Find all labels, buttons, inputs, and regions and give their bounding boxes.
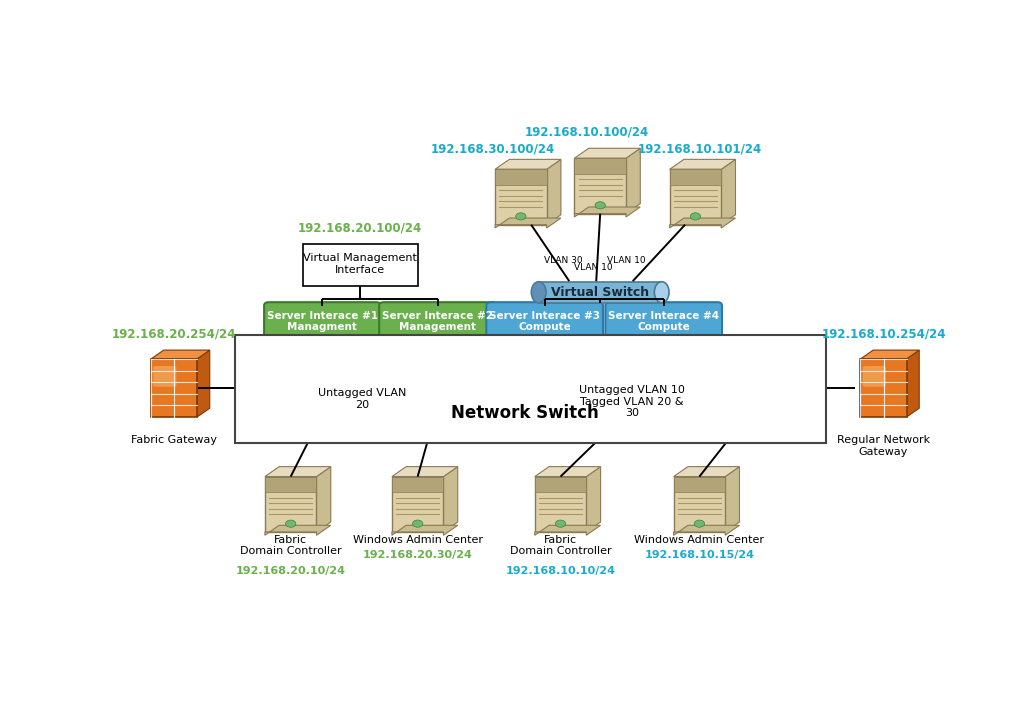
Bar xyxy=(299,385,326,403)
Bar xyxy=(265,477,316,492)
Bar xyxy=(591,385,617,403)
Polygon shape xyxy=(535,526,601,535)
Polygon shape xyxy=(670,218,735,228)
Polygon shape xyxy=(197,350,210,417)
Polygon shape xyxy=(721,160,735,225)
Polygon shape xyxy=(316,467,331,532)
Polygon shape xyxy=(265,526,331,535)
Text: VLAN 10: VLAN 10 xyxy=(573,263,612,273)
Polygon shape xyxy=(574,207,640,217)
FancyBboxPatch shape xyxy=(862,366,886,387)
Text: 192.168.20.30/24: 192.168.20.30/24 xyxy=(362,550,473,560)
Bar xyxy=(535,477,587,492)
Polygon shape xyxy=(392,526,458,535)
Circle shape xyxy=(286,520,296,527)
Polygon shape xyxy=(151,350,210,359)
Text: Server Interace #4
Compute: Server Interace #4 Compute xyxy=(608,311,719,332)
Polygon shape xyxy=(674,526,739,535)
Circle shape xyxy=(595,202,605,209)
Text: Fabric
Domain Controller: Fabric Domain Controller xyxy=(240,535,341,557)
Bar xyxy=(674,477,725,532)
Polygon shape xyxy=(535,467,601,477)
Polygon shape xyxy=(265,467,331,477)
Text: Server Interace #2
Management: Server Interace #2 Management xyxy=(382,311,493,332)
Text: Fabric Gateway: Fabric Gateway xyxy=(131,435,217,445)
Text: 192.168.20.254/24: 192.168.20.254/24 xyxy=(112,328,237,341)
Polygon shape xyxy=(574,148,640,158)
Polygon shape xyxy=(725,467,739,532)
Bar xyxy=(303,244,418,285)
Bar xyxy=(670,169,721,185)
Bar xyxy=(417,385,442,403)
Text: VLAN 10: VLAN 10 xyxy=(607,256,646,265)
Bar xyxy=(670,170,721,225)
Bar xyxy=(495,170,547,225)
Bar xyxy=(392,477,443,532)
Bar xyxy=(720,385,745,403)
FancyBboxPatch shape xyxy=(154,366,176,387)
FancyBboxPatch shape xyxy=(264,302,381,341)
Polygon shape xyxy=(587,467,601,532)
Text: Fabric
Domain Controller: Fabric Domain Controller xyxy=(510,535,611,557)
Polygon shape xyxy=(626,148,640,214)
Text: Windows Admin Center: Windows Admin Center xyxy=(352,535,482,545)
Bar xyxy=(574,158,626,214)
Bar xyxy=(574,158,626,174)
Polygon shape xyxy=(674,467,739,477)
Bar xyxy=(236,335,826,444)
Circle shape xyxy=(516,213,526,220)
Ellipse shape xyxy=(531,282,546,303)
Bar xyxy=(591,416,617,434)
Polygon shape xyxy=(443,467,458,532)
Bar xyxy=(495,169,547,185)
Bar xyxy=(674,477,725,492)
Text: VLAN 30: VLAN 30 xyxy=(545,256,583,265)
Text: Untagged VLAN 10
Tagged VLAN 20 &
30: Untagged VLAN 10 Tagged VLAN 20 & 30 xyxy=(579,385,685,418)
Text: Virtual Management
Interface: Virtual Management Interface xyxy=(303,253,417,275)
Text: 192.168.10.15/24: 192.168.10.15/24 xyxy=(644,550,755,560)
Text: Virtual Switch: Virtual Switch xyxy=(551,285,649,298)
Text: 192.168.30.100/24: 192.168.30.100/24 xyxy=(431,142,555,155)
Ellipse shape xyxy=(654,282,669,303)
Text: 192.168.10.254/24: 192.168.10.254/24 xyxy=(821,328,946,341)
FancyBboxPatch shape xyxy=(605,302,722,341)
Text: Windows Admin Center: Windows Admin Center xyxy=(635,535,764,545)
Bar xyxy=(417,416,442,434)
Polygon shape xyxy=(670,160,735,170)
Text: 192.168.20.10/24: 192.168.20.10/24 xyxy=(236,566,346,576)
Circle shape xyxy=(555,520,565,527)
Text: Server Interace #3
Compute: Server Interace #3 Compute xyxy=(489,311,600,332)
Bar xyxy=(685,385,711,403)
Bar xyxy=(265,477,316,532)
Bar xyxy=(535,477,587,532)
Bar xyxy=(720,416,745,434)
Bar xyxy=(539,282,662,303)
Bar xyxy=(392,477,443,492)
Text: 192.168.20.100/24: 192.168.20.100/24 xyxy=(298,221,422,234)
Bar xyxy=(151,359,197,417)
Polygon shape xyxy=(906,350,920,417)
Polygon shape xyxy=(495,160,561,170)
Text: 192.168.10.10/24: 192.168.10.10/24 xyxy=(506,566,615,576)
Text: Server Interace #1
Managment: Server Interace #1 Managment xyxy=(267,311,378,332)
Circle shape xyxy=(694,520,705,527)
Text: 192.168.10.100/24: 192.168.10.100/24 xyxy=(524,126,649,139)
Text: Untagged VLAN
20: Untagged VLAN 20 xyxy=(317,388,407,410)
FancyBboxPatch shape xyxy=(379,302,496,341)
Text: 192.168.10.101/24: 192.168.10.101/24 xyxy=(637,142,762,155)
Circle shape xyxy=(690,213,700,220)
Polygon shape xyxy=(860,350,920,359)
Polygon shape xyxy=(495,218,561,228)
Polygon shape xyxy=(392,467,458,477)
Bar xyxy=(860,359,906,417)
Text: Regular Network
Gateway: Regular Network Gateway xyxy=(837,435,930,457)
Polygon shape xyxy=(547,160,561,225)
Circle shape xyxy=(413,520,423,527)
FancyBboxPatch shape xyxy=(486,302,603,341)
Bar xyxy=(265,385,292,403)
Text: Network Switch: Network Switch xyxy=(451,404,599,422)
Bar xyxy=(299,416,326,434)
